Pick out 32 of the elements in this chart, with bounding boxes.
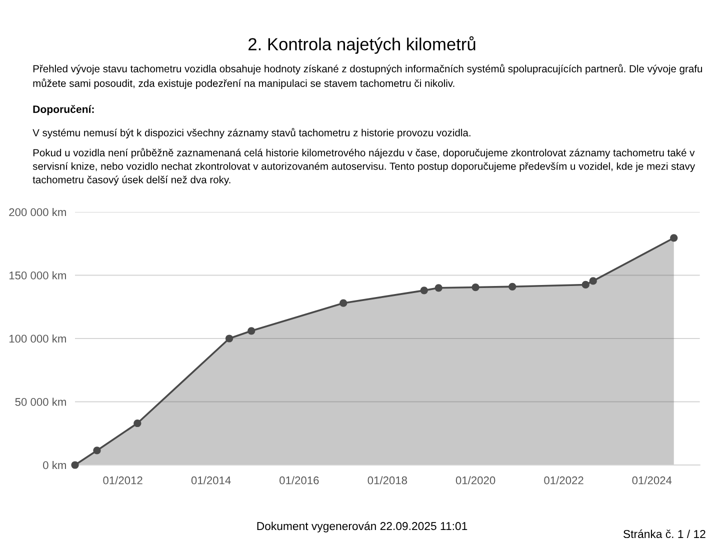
point xyxy=(508,282,516,290)
y-tick-label: 200 000 km xyxy=(9,208,66,216)
text: Pokud u vozidla není průběžně zaznamenaná celá historie kilometrového nájezdu v čase, doporučujeme zkontrolovat záznamy tachometru také v servisní knize, nebo vozidlo nechat zkontrolovat v autorizovaném autoservisu. Tento postup doporučujeme především u vozidel, kde je mezi stavy tachometru časový úsek delší než dva roky. xyxy=(32,148,696,186)
chart-title: 2. Kontrola najetých kilometrů xyxy=(248,36,476,54)
point xyxy=(434,284,442,292)
point xyxy=(93,446,101,454)
y-tick-label: 150 000 km xyxy=(9,271,66,280)
x-tick-label: 01/2018 xyxy=(368,476,408,484)
point xyxy=(582,280,590,289)
x-tick-label: 01/2022 xyxy=(544,476,584,484)
point xyxy=(134,419,142,428)
point xyxy=(248,327,256,335)
x-tick-label: 01/2024 xyxy=(632,476,672,484)
text: V systému nemusí být k dispozici všechny záznamy stavů tachometru z historie provozu vozidla. xyxy=(32,128,470,138)
x-tick-label: 01/2016 xyxy=(280,476,319,484)
text: Dokument vygenerován 22.09.2025 11:01 xyxy=(257,522,468,532)
point xyxy=(670,234,678,242)
point xyxy=(472,283,480,292)
point xyxy=(340,299,348,307)
y-tick-label: 50 000 km xyxy=(15,398,66,406)
point xyxy=(225,334,234,342)
y-tick-label: 100 000 km xyxy=(9,334,66,343)
y-tick-label: 0 km xyxy=(43,460,66,470)
x-tick-label: 01/2012 xyxy=(103,476,142,484)
x-tick-label: 01/2014 xyxy=(191,476,231,484)
x-tick-label: 01/2020 xyxy=(456,476,496,484)
point xyxy=(589,277,597,285)
point xyxy=(420,286,428,294)
point xyxy=(71,461,79,469)
text: Doporučení: xyxy=(33,105,94,116)
text: Stránka č. 1 / 12 xyxy=(623,530,706,538)
chart-subtitle: Přehled vývoje stavu tachometru vozidla obsahuje hodnoty získané z dostupných informačních systémů spolupracujících partnerů. Dle vývoje grafu můžete sami posoudit, zda existuje podezření na manipulaci se stavem tachometru či nikoliv. xyxy=(33,64,702,89)
